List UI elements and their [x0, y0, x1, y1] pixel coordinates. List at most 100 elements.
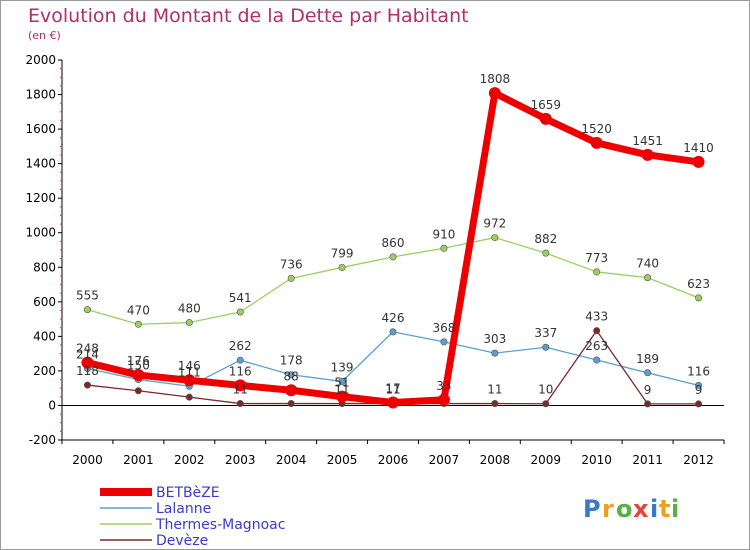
legend-label: Devèze [156, 533, 208, 549]
data-label: 882 [534, 232, 557, 246]
x-tick-label: 2000 [72, 453, 103, 467]
x-tick-label: 2003 [225, 453, 256, 467]
y-tick-label: 2000 [25, 53, 56, 67]
logo-letter: i [650, 495, 658, 523]
data-label: 1451 [632, 134, 663, 148]
data-point [491, 400, 499, 408]
data-label: 178 [280, 354, 303, 368]
data-label: 9 [644, 383, 652, 397]
y-tick-label: 0 [48, 398, 56, 412]
data-label: 116 [229, 364, 252, 378]
data-label: 262 [229, 339, 252, 353]
x-tick-label: 2001 [123, 453, 154, 467]
data-point [695, 294, 703, 302]
data-label: 248 [76, 342, 99, 356]
data-point [132, 369, 145, 382]
x-tick-label: 2008 [480, 453, 511, 467]
data-point [387, 396, 399, 409]
data-label: 1520 [581, 122, 612, 136]
data-point [389, 253, 397, 261]
data-label: 88 [284, 369, 299, 383]
axes: -200 0 200 400 600 800 1000 1200 1400 1600 1800 200… [25, 53, 725, 467]
data-point [542, 249, 550, 257]
logo-letter: x [633, 495, 649, 523]
legend-label: Thermes-Magnoac [155, 517, 285, 533]
data-point [285, 384, 298, 397]
legend-label: Lalanne [156, 501, 211, 517]
data-point [185, 319, 193, 327]
data-label: 368 [432, 321, 455, 335]
data-label: 118 [76, 364, 99, 378]
logo-letter: i [671, 495, 679, 523]
data-label: 623 [687, 277, 710, 291]
data-point [338, 377, 346, 385]
data-point [236, 400, 244, 408]
data-point [287, 274, 295, 282]
data-label: 9 [695, 383, 703, 397]
data-label: 740 [636, 257, 659, 271]
series-1 [83, 328, 703, 390]
data-point [185, 393, 193, 401]
data-point [488, 87, 501, 100]
data-label: 1410 [683, 141, 714, 155]
data-label: 480 [178, 302, 201, 316]
data-label: 541 [229, 291, 252, 305]
data-point [437, 393, 450, 406]
x-tick-label: 2011 [632, 453, 663, 467]
data-label: 11 [334, 383, 349, 397]
x-tick-label: 2005 [327, 453, 358, 467]
y-tick-label: -200 [29, 433, 56, 447]
data-point [336, 390, 349, 403]
data-label: 337 [534, 326, 557, 340]
data-label: 176 [127, 354, 150, 368]
data-point [389, 328, 397, 336]
data-label: 860 [382, 236, 405, 250]
data-label: 263 [585, 339, 608, 353]
y-tick-label: 200 [33, 364, 56, 378]
data-label: 773 [585, 251, 608, 265]
data-point [542, 343, 550, 351]
data-label: 1808 [480, 72, 511, 86]
data-point [593, 268, 601, 276]
data-label: 11 [487, 383, 502, 397]
data-point [440, 244, 448, 252]
data-point [695, 400, 703, 408]
y-tick-label: 600 [33, 295, 56, 309]
x-tick-label: 2009 [530, 453, 561, 467]
data-label: 17 [385, 382, 400, 396]
data-point [134, 387, 142, 395]
data-point [491, 234, 499, 242]
data-point [695, 381, 703, 389]
data-point [83, 306, 91, 314]
x-tick-label: 2006 [378, 453, 409, 467]
legend-label: BETBèZE [156, 485, 220, 501]
data-point [287, 371, 295, 379]
data-label: 150 [127, 359, 150, 373]
data-point [692, 155, 705, 168]
data-point [440, 338, 448, 346]
x-tick-label: 2004 [276, 453, 307, 467]
data-point [183, 374, 196, 387]
chart-subtitle: (en €) [28, 29, 61, 42]
data-label: 972 [483, 217, 506, 231]
data-label: 1659 [530, 98, 561, 112]
y-tick-label: 800 [33, 260, 56, 274]
data-point [234, 379, 247, 392]
x-tick-label: 2012 [683, 453, 714, 467]
logo-letter: r [602, 495, 614, 523]
x-tick-label: 2010 [581, 453, 612, 467]
y-tick-label: 1400 [25, 157, 56, 171]
y-tick-label: 1000 [25, 226, 56, 240]
data-labels: 248 176 146 116 88 51 17 33 1808 1659 1520 1451 1410… [76, 72, 714, 397]
y-tick-label: 1600 [25, 122, 56, 136]
data-label: 11 [233, 383, 248, 397]
logo-letter: t [659, 495, 670, 523]
data-point [134, 320, 142, 328]
data-label: 189 [636, 352, 659, 366]
data-label: 51 [334, 376, 349, 390]
data-point [539, 112, 552, 125]
y-tick-label: 1200 [25, 191, 56, 205]
